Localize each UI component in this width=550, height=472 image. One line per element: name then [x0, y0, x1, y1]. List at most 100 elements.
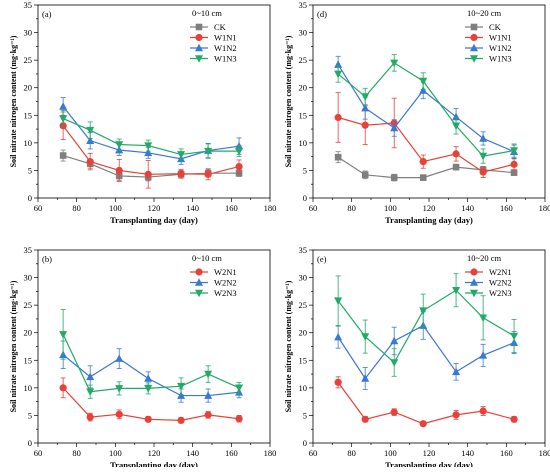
- y-tick-label: 35: [299, 245, 308, 255]
- series-w2n1: [59, 377, 243, 424]
- data-point: [334, 153, 342, 161]
- data-point: [334, 113, 342, 122]
- y-tick-label: 30: [299, 273, 308, 283]
- x-tick-label: 60: [309, 448, 318, 458]
- x-tick-label: 140: [461, 448, 474, 458]
- x-tick-label: 180: [264, 203, 277, 213]
- legend-entry: W2N2: [190, 278, 237, 288]
- data-point: [115, 410, 123, 418]
- legend-marker: [195, 43, 203, 52]
- data-point: [479, 134, 488, 142]
- x-tick-label: 120: [423, 203, 436, 213]
- legend-label: W1N2: [489, 43, 512, 53]
- series-line: [337, 289, 515, 364]
- x-tick-label: 180: [539, 203, 550, 213]
- data-point: [452, 112, 461, 121]
- data-point: [361, 103, 370, 112]
- data-point: [361, 415, 369, 423]
- data-point: [510, 415, 518, 423]
- x-tick-label: 80: [347, 448, 356, 458]
- panel-title: 0~10 cm: [192, 8, 222, 18]
- legend-entry: W1N3: [465, 54, 512, 64]
- x-tick-label: 140: [186, 448, 199, 458]
- y-axis-label: Soil nitrate nitrogen content (mg·kg⁻¹): [9, 35, 18, 167]
- legend-label: W1N1: [489, 33, 512, 43]
- y-tick-label: 10: [24, 138, 33, 148]
- x-tick-label: 160: [225, 448, 238, 458]
- y-tick-label: 15: [24, 355, 33, 365]
- y-tick-label: 25: [299, 55, 308, 65]
- legend-marker: [195, 268, 203, 276]
- panel-title: 10~20 cm: [467, 253, 501, 263]
- chart-panel: 60 80 100 120 140 160 180 0 5 10 15 20 25 30 35 Transpl…: [9, 245, 276, 470]
- data-point: [144, 374, 153, 382]
- x-tick-label: 160: [225, 203, 238, 213]
- series-line: [62, 334, 240, 393]
- panel-label: (d): [317, 9, 327, 19]
- x-tick-label: 100: [109, 448, 122, 458]
- legend-entry: CK: [465, 22, 502, 32]
- legend-label: CK: [214, 22, 227, 32]
- data-point: [177, 382, 186, 391]
- legend-label: W2N3: [214, 288, 237, 298]
- y-tick-label: 15: [299, 110, 308, 120]
- data-point: [115, 141, 124, 149]
- data-point: [334, 332, 343, 341]
- legend-entry: W2N3: [465, 288, 512, 298]
- data-point: [510, 332, 519, 341]
- data-point: [390, 59, 399, 68]
- data-point: [86, 388, 95, 397]
- y-tick-label: 15: [299, 355, 308, 365]
- data-point: [144, 170, 152, 178]
- series-w2n2: [334, 311, 519, 390]
- legend-label: W1N1: [214, 33, 237, 43]
- x-tick-label: 80: [72, 448, 81, 458]
- y-tick-label: 30: [24, 273, 33, 283]
- panel-label: (b): [42, 254, 52, 264]
- series-w1n3: [334, 54, 519, 164]
- data-point: [59, 152, 67, 159]
- chart-panel: 60 80 100 120 140 160 180 0 5 10 15 20 25 30 35 Transpl…: [284, 245, 550, 470]
- legend-entry: CK: [190, 22, 227, 32]
- y-tick-label: 5: [303, 165, 307, 175]
- legend-entry: W2N2: [465, 278, 512, 288]
- data-point: [419, 420, 427, 428]
- data-point: [144, 385, 153, 393]
- data-point: [204, 411, 212, 419]
- data-point: [177, 416, 185, 424]
- y-tick-label: 10: [24, 383, 33, 393]
- legend-label: W2N1: [214, 267, 237, 277]
- x-tick-label: 80: [347, 203, 356, 213]
- y-tick-label: 0: [28, 438, 32, 448]
- data-point: [390, 359, 399, 367]
- x-tick-label: 100: [384, 203, 397, 213]
- y-tick-label: 35: [24, 245, 33, 255]
- y-tick-label: 35: [24, 0, 33, 10]
- data-point: [510, 160, 518, 168]
- y-axis-label: Soil nitrate nitrogen content (mg·kg⁻¹): [284, 35, 293, 167]
- data-point: [235, 384, 244, 393]
- y-tick-label: 10: [299, 383, 308, 393]
- data-point: [177, 151, 186, 159]
- legend-label: W2N1: [489, 267, 512, 277]
- data-point: [452, 367, 461, 376]
- legend-entry: W1N2: [465, 43, 512, 53]
- data-point: [510, 169, 518, 176]
- data-point: [235, 415, 243, 423]
- data-point: [334, 70, 343, 79]
- data-point: [334, 378, 342, 386]
- panel-title: 0~10 cm: [192, 253, 222, 263]
- series-w1n1: [334, 92, 518, 178]
- data-point: [86, 372, 95, 381]
- data-point: [59, 115, 68, 123]
- data-point: [510, 147, 519, 155]
- legend-marker: [470, 289, 478, 298]
- y-tick-label: 15: [24, 110, 33, 120]
- series-w2n1: [334, 376, 518, 428]
- data-point: [479, 351, 488, 359]
- legend-entry: W1N3: [190, 54, 237, 64]
- x-tick-label: 120: [148, 448, 161, 458]
- legend-marker: [470, 23, 478, 31]
- data-point: [452, 163, 460, 171]
- y-tick-label: 0: [303, 438, 307, 448]
